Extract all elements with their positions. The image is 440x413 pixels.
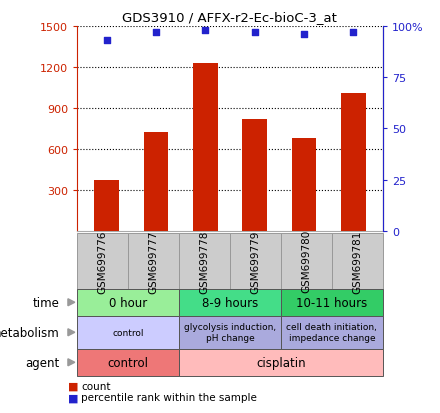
Bar [292, 139, 316, 231]
Text: ■: ■ [68, 392, 79, 402]
Text: GSM699777: GSM699777 [148, 230, 158, 293]
Bar [143, 133, 168, 231]
Text: control: control [107, 356, 148, 369]
Bar [341, 94, 366, 231]
Text: 10-11 hours: 10-11 hours [296, 296, 367, 309]
Point [152, 30, 159, 36]
Text: percentile rank within the sample: percentile rank within the sample [81, 392, 257, 402]
Text: GSM699781: GSM699781 [352, 230, 362, 293]
Text: count: count [81, 381, 111, 391]
Text: GSM699779: GSM699779 [250, 230, 260, 293]
Bar [94, 181, 119, 231]
Text: ■: ■ [68, 381, 79, 391]
Text: 8-9 hours: 8-9 hours [202, 296, 258, 309]
Text: GSM699776: GSM699776 [98, 230, 107, 293]
Text: agent: agent [25, 356, 59, 369]
Point [251, 30, 258, 36]
Point [301, 32, 308, 38]
Text: glycolysis induction,
pH change: glycolysis induction, pH change [184, 323, 276, 342]
Text: metabolism: metabolism [0, 326, 59, 339]
Point [103, 38, 110, 45]
Text: 0 hour: 0 hour [109, 296, 147, 309]
Point [350, 30, 357, 36]
Text: GSM699780: GSM699780 [301, 230, 312, 293]
Text: cell death initiation,
impedance change: cell death initiation, impedance change [286, 323, 377, 342]
Bar [193, 64, 217, 231]
Title: GDS3910 / AFFX-r2-Ec-bioC-3_at: GDS3910 / AFFX-r2-Ec-bioC-3_at [122, 11, 337, 24]
Text: cisplatin: cisplatin [256, 356, 306, 369]
Point [202, 28, 209, 34]
Bar [242, 119, 267, 231]
Text: GSM699778: GSM699778 [199, 230, 209, 293]
Text: time: time [33, 296, 59, 309]
Text: control: control [112, 328, 144, 337]
